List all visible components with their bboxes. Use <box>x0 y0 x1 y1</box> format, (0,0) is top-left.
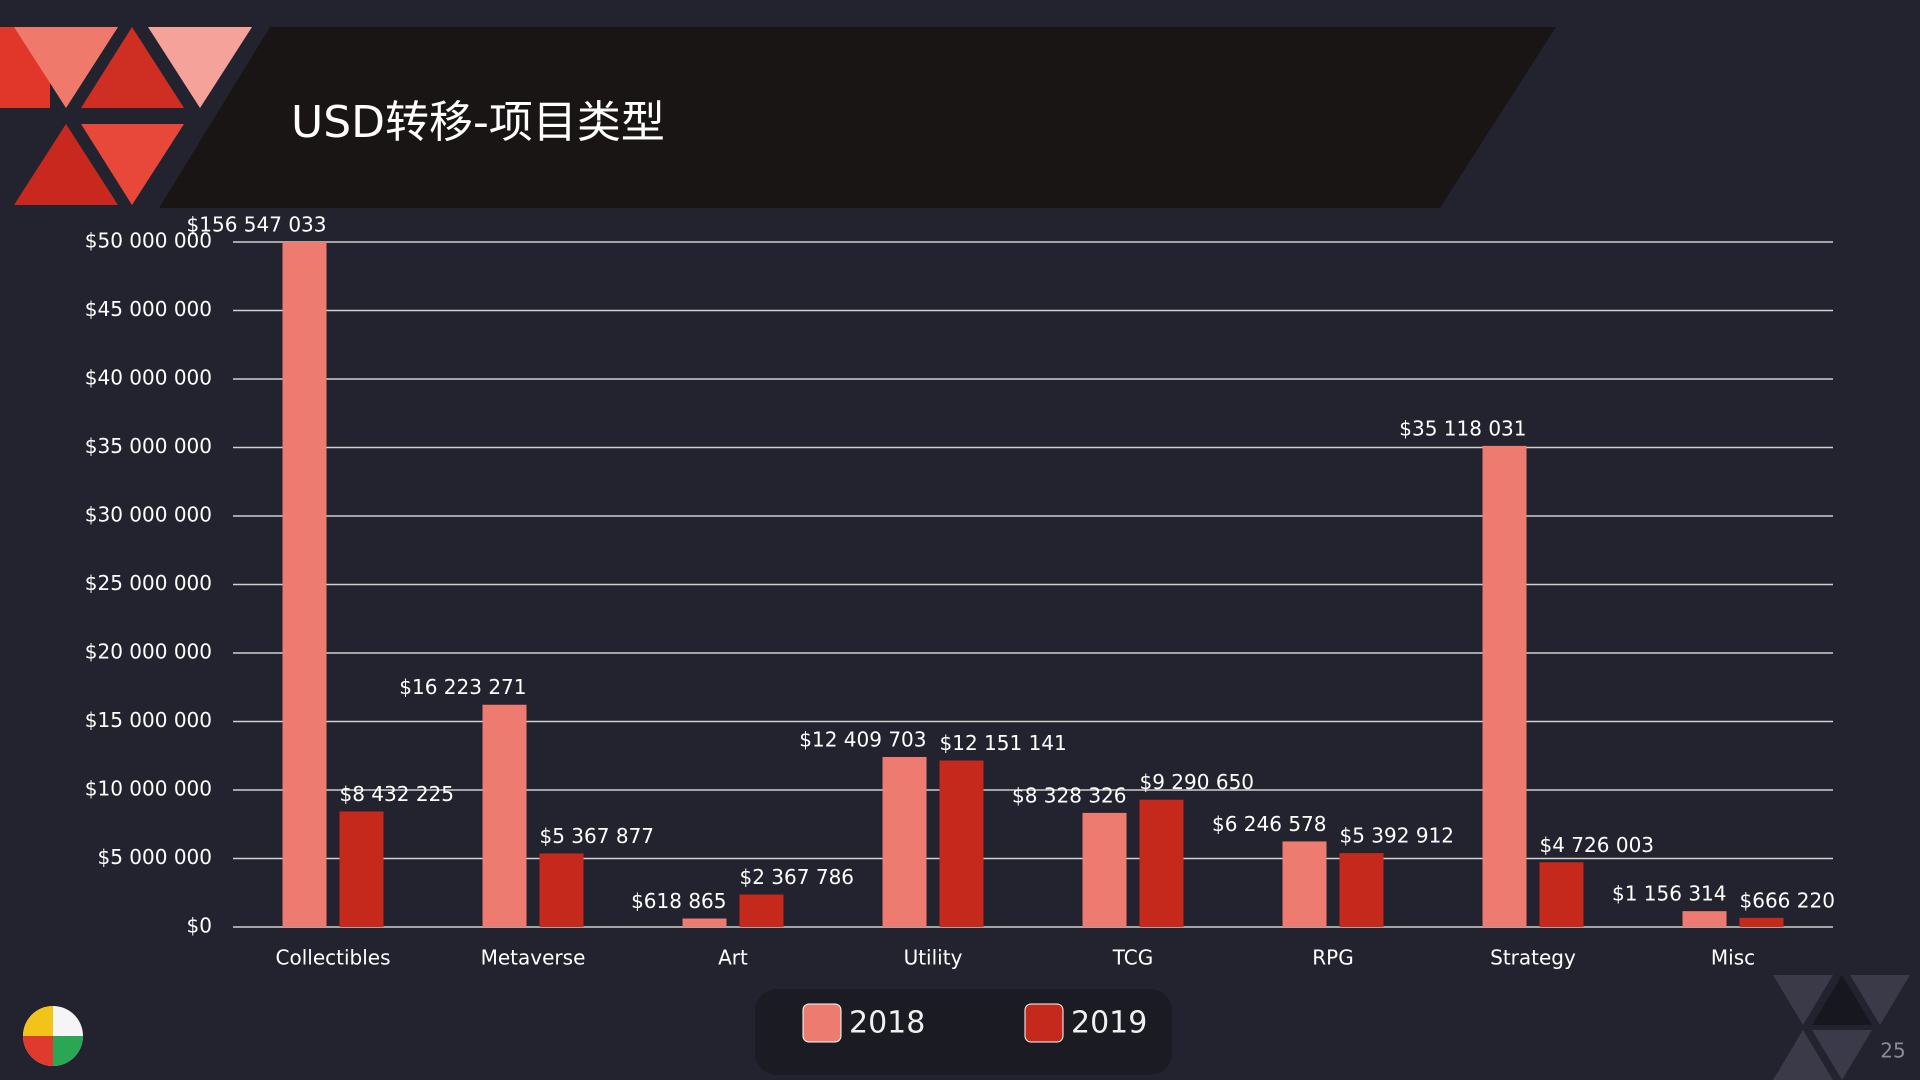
x-tick-label: Misc <box>1711 946 1755 970</box>
value-label: $12 409 703 <box>799 727 926 751</box>
value-label: $8 328 326 <box>1012 783 1127 807</box>
y-tick-label: $10 000 000 <box>85 777 212 801</box>
x-tick-label: Strategy <box>1490 946 1576 970</box>
y-tick-label: $40 000 000 <box>85 366 212 390</box>
x-tick-label: Utility <box>904 946 963 970</box>
decor-triangle <box>1773 1030 1833 1080</box>
decor-triangle <box>1850 975 1910 1025</box>
decor-triangle <box>1773 975 1833 1025</box>
bar <box>1482 445 1527 927</box>
bar <box>539 853 584 927</box>
value-label: $2 367 786 <box>740 865 855 889</box>
bar <box>1082 812 1127 927</box>
plot-area <box>282 242 1784 927</box>
value-label: $1 156 314 <box>1612 882 1727 906</box>
x-tick-label: Art <box>718 946 748 970</box>
x-tick-label: Collectibles <box>276 946 391 970</box>
bar <box>1139 799 1184 927</box>
x-tick-label: Metaverse <box>481 946 586 970</box>
legend-label: 2018 <box>849 1006 925 1041</box>
page-number: 25 <box>1880 1039 1905 1063</box>
bar <box>339 811 384 927</box>
y-tick-label: $0 <box>187 914 212 938</box>
chart-title: USD转移-项目类型 <box>291 97 665 148</box>
y-tick-label: $35 000 000 <box>85 434 212 458</box>
y-tick-label: $15 000 000 <box>85 708 212 732</box>
bar <box>739 894 784 927</box>
value-label: $16 223 271 <box>399 675 526 699</box>
decor-triangle <box>14 124 118 205</box>
legend-swatch <box>1024 1003 1064 1043</box>
value-label: $4 726 003 <box>1540 833 1655 857</box>
title-banner <box>159 27 1556 208</box>
legend-label: 2019 <box>1071 1006 1147 1041</box>
bar <box>1739 917 1784 927</box>
value-label: $5 367 877 <box>540 824 655 848</box>
x-tick-label: TCG <box>1112 946 1154 970</box>
bar <box>282 242 327 927</box>
y-tick-label: $20 000 000 <box>85 640 212 664</box>
logo-part <box>23 1006 53 1036</box>
decor-triangle <box>148 27 252 108</box>
bar <box>482 704 527 927</box>
value-label: $35 118 031 <box>1399 416 1526 440</box>
bar <box>1539 862 1584 927</box>
y-tick-label: $5 000 000 <box>97 845 212 869</box>
value-label: $618 865 <box>631 889 726 913</box>
value-label: $8 432 225 <box>340 782 455 806</box>
value-label: $6 246 578 <box>1212 812 1327 836</box>
y-tick-label: $30 000 000 <box>85 503 212 527</box>
value-label: $156 547 033 <box>187 213 327 237</box>
bar <box>1339 853 1384 927</box>
decor-triangle <box>1812 975 1872 1025</box>
value-label: $12 151 141 <box>940 731 1067 755</box>
value-label: $9 290 650 <box>1140 770 1255 794</box>
y-tick-label: $45 000 000 <box>85 297 212 321</box>
value-label: $666 220 <box>1740 888 1835 912</box>
bar <box>1682 911 1727 927</box>
logo-part <box>23 1036 53 1066</box>
y-tick-label: $50 000 000 <box>85 229 212 253</box>
decor-triangle <box>14 27 118 108</box>
legend-box <box>755 989 1172 1075</box>
bar <box>939 760 984 927</box>
decor-triangle <box>1812 1030 1872 1080</box>
decor-triangle <box>81 124 184 205</box>
x-tick-label: RPG <box>1312 946 1353 970</box>
decor-triangle <box>81 27 184 108</box>
value-label: $5 392 912 <box>1340 824 1455 848</box>
bar <box>882 756 927 927</box>
y-tick-label: $25 000 000 <box>85 571 212 595</box>
legend-swatch <box>802 1003 842 1043</box>
logo-part <box>53 1036 83 1066</box>
bar <box>682 918 727 927</box>
bar <box>1282 841 1327 927</box>
